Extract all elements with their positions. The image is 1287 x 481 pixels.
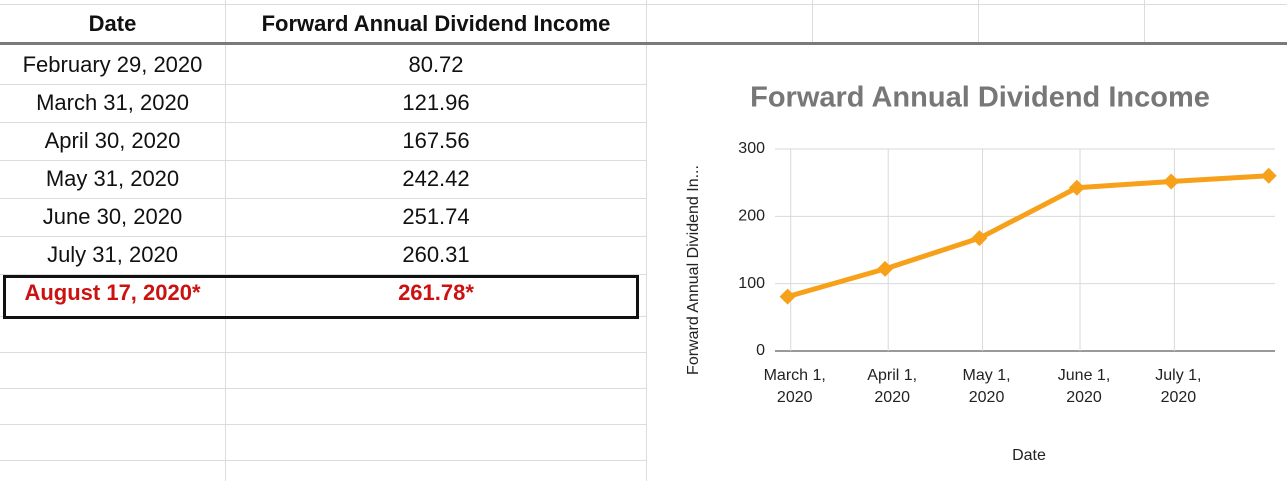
cell[interactable]: June 30, 2020: [42, 204, 183, 229]
row-line: [0, 274, 647, 275]
row-line: [0, 198, 647, 199]
point: [971, 230, 988, 247]
header-border: [0, 42, 1287, 45]
point: [877, 260, 894, 277]
x-tick-label: March 1, 2020: [763, 367, 826, 406]
row-line: [0, 160, 647, 161]
chart[interactable]: Forward Annual Dividend Income Forward A…: [647, 46, 1287, 481]
point: [779, 288, 796, 305]
cell[interactable]: 121.96: [402, 90, 470, 115]
col-line: [225, 0, 226, 481]
col-line: [812, 0, 813, 44]
table: Date Forward Annual Dividend Income Februa…: [0, 0, 647, 481]
selection-box: [3, 275, 639, 319]
cell[interactable]: April 30, 2020: [44, 128, 181, 153]
header-cell[interactable]: Date: [88, 10, 137, 36]
cell[interactable]: May 31, 2020: [45, 166, 180, 191]
cell[interactable]: August 17, 2020*: [24, 280, 201, 305]
cell[interactable]: February 29, 2020: [22, 52, 203, 77]
point: [1260, 167, 1277, 184]
col-line: [646, 0, 647, 481]
row-line: [0, 122, 647, 123]
col-line: [978, 0, 979, 44]
row-line: [0, 84, 647, 85]
x-tick-label: July 1, 2020: [1155, 367, 1202, 406]
point: [1068, 179, 1085, 196]
y-tick-label: 200: [738, 208, 765, 225]
header-cell[interactable]: Forward Annual Dividend Income: [261, 10, 611, 36]
cell[interactable]: March 31, 2020: [36, 90, 189, 115]
cell[interactable]: July 31, 2020: [47, 242, 178, 267]
x-axis-title: Date: [1012, 447, 1046, 464]
row-line: [0, 4, 1287, 5]
row-line: [0, 460, 647, 461]
cell[interactable]: 260.31: [402, 242, 470, 267]
chart-title: Forward Annual Dividend Income: [750, 82, 1210, 114]
x-tick-label: June 1, 2020: [1057, 367, 1111, 406]
chart-canvas: Forward Annual Dividend Income Forward A…: [685, 82, 1277, 464]
row-line: [0, 388, 647, 389]
point: [1163, 173, 1180, 190]
row-line: [0, 236, 647, 237]
y-axis-title: Forward Annual Dividend In...: [685, 165, 702, 375]
x-tick-label: May 1, 2020: [962, 367, 1011, 406]
y-tick-label: 100: [738, 275, 765, 292]
cell[interactable]: 251.74: [402, 204, 470, 229]
row-line: [0, 352, 647, 353]
cell[interactable]: 261.78*: [398, 280, 474, 305]
y-tick-label: 0: [756, 342, 765, 359]
row-line: [0, 424, 647, 425]
cell[interactable]: 242.42: [402, 166, 470, 191]
y-tick-label: 300: [738, 140, 765, 157]
col-line: [1144, 0, 1145, 44]
line: [786, 173, 1269, 300]
cell[interactable]: 167.56: [402, 128, 470, 153]
cell[interactable]: 80.72: [408, 52, 464, 77]
x-tick-label: April 1, 2020: [867, 367, 918, 406]
